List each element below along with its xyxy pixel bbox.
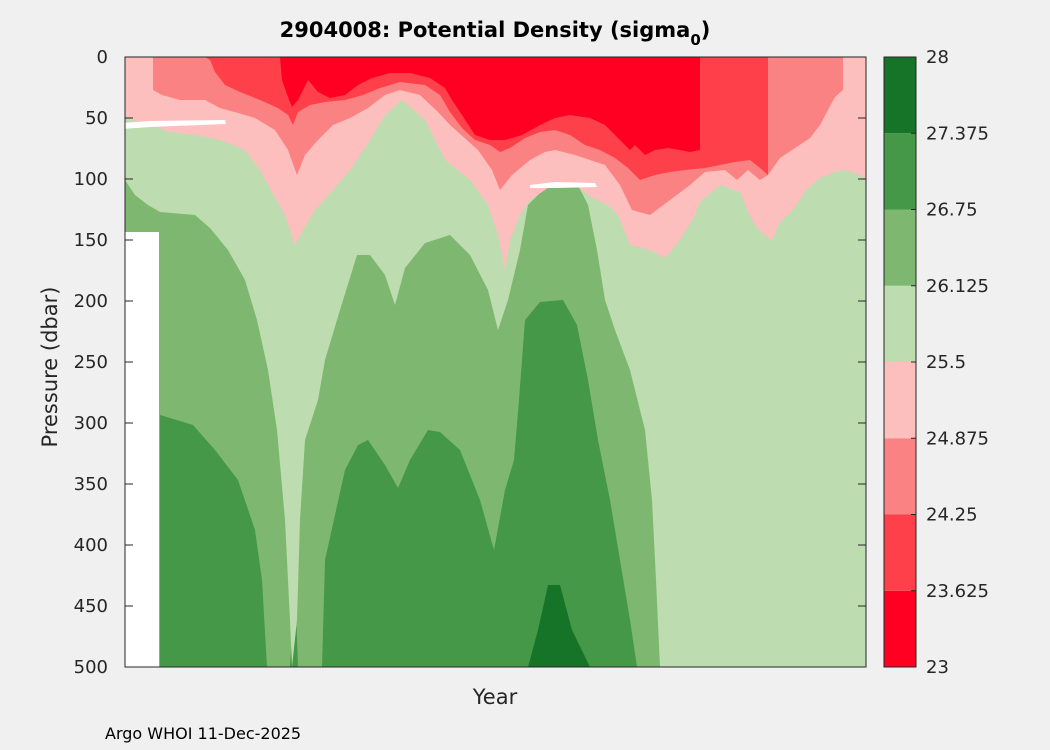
colorbar-tick-label: 27.375 bbox=[926, 123, 989, 144]
y-tick-label: 250 bbox=[74, 352, 108, 373]
colorbar-segment bbox=[884, 438, 916, 515]
y-tick-label: 300 bbox=[74, 413, 108, 434]
colorbar-tick-label: 28 bbox=[926, 47, 949, 68]
missing-data-mask bbox=[125, 232, 159, 667]
colorbar-tick-label: 24.875 bbox=[926, 428, 989, 449]
y-tick-label: 450 bbox=[74, 596, 108, 617]
gap-bubble-2 bbox=[530, 182, 597, 188]
colorbar-segment bbox=[884, 362, 916, 439]
colorbar: 23 23.625 24.25 24.875 25.5 26.125 26.75 27.375… bbox=[883, 47, 989, 678]
colorbar-tick-label: 24.25 bbox=[926, 505, 978, 526]
colorbar-segment bbox=[884, 285, 916, 362]
y-tick-label: 150 bbox=[74, 230, 108, 251]
y-tick-label: 100 bbox=[74, 169, 108, 190]
colorbar-tick-label: 23.625 bbox=[926, 581, 989, 602]
chart-title: 2904008: Potential Density (sigma0) bbox=[280, 18, 711, 49]
y-tick-label: 350 bbox=[74, 474, 108, 495]
colorbar-segment bbox=[884, 590, 916, 667]
band-23-23-625 bbox=[280, 57, 700, 155]
colorbar-tick-label: 23 bbox=[926, 657, 949, 678]
colorbar-segment bbox=[884, 57, 916, 134]
y-tick-label: 200 bbox=[74, 291, 108, 312]
y-axis-title: Pressure (dbar) bbox=[38, 287, 62, 448]
y-tick-label: 0 bbox=[97, 47, 108, 68]
y-tick-label: 500 bbox=[74, 657, 108, 678]
y-tick-label: 50 bbox=[85, 108, 108, 129]
gap-bubble-1 bbox=[125, 120, 226, 129]
colorbar-tick-label: 26.75 bbox=[926, 200, 978, 221]
y-axis-ticks: 0 50 100 150 200 250 300 350 400 450 500 bbox=[74, 47, 866, 678]
colorbar-tick-label: 26.125 bbox=[926, 276, 989, 297]
x-axis-title: Year bbox=[472, 685, 518, 709]
colorbar-segment bbox=[884, 133, 916, 210]
colorbar-tick-label: 25.5 bbox=[926, 352, 966, 373]
colorbar-segment bbox=[884, 209, 916, 286]
y-tick-label: 400 bbox=[74, 535, 108, 556]
footer-credit: Argo WHOI 11-Dec-2025 bbox=[105, 724, 302, 743]
colorbar-segment bbox=[884, 514, 916, 591]
plot-area bbox=[125, 57, 866, 667]
